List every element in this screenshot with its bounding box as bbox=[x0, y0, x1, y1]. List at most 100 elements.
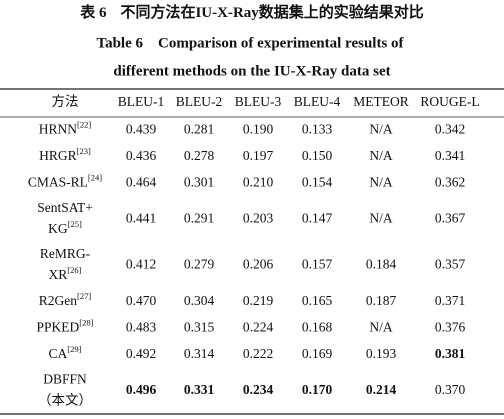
cell: 0.224 bbox=[243, 319, 274, 334]
column-header: BLEU-1 bbox=[118, 94, 165, 109]
cell: 0.412 bbox=[126, 257, 156, 272]
method-name: CA[29] bbox=[49, 344, 82, 361]
cell: 0.157 bbox=[302, 257, 333, 272]
cell: 0.222 bbox=[243, 346, 273, 361]
cell: 0.190 bbox=[243, 121, 274, 136]
cell: 0.436 bbox=[126, 148, 157, 163]
caption-zh: 表 6 不同方法在IU-X-Ray数据集上的实验结果对比 bbox=[80, 3, 424, 21]
cell: 0.184 bbox=[366, 257, 397, 272]
caption-label: 表 6 bbox=[80, 3, 107, 21]
cell: 0.357 bbox=[435, 257, 466, 272]
method-name: DBFFN bbox=[43, 372, 87, 387]
cell: 0.133 bbox=[302, 121, 333, 136]
method-name: HRGR[23] bbox=[39, 146, 91, 163]
reference: [24] bbox=[88, 172, 102, 182]
cell: N/A bbox=[369, 174, 393, 189]
cell: N/A bbox=[369, 148, 393, 163]
cell: N/A bbox=[369, 211, 393, 226]
cell: 0.496 bbox=[126, 382, 157, 397]
column-header: ROUGE-L bbox=[420, 94, 479, 109]
cell: 0.168 bbox=[302, 319, 333, 334]
cell: 0.279 bbox=[184, 257, 215, 272]
reference: [28] bbox=[79, 317, 93, 327]
cell: 0.210 bbox=[243, 174, 274, 189]
cell: 0.291 bbox=[184, 211, 214, 226]
cell: 0.371 bbox=[435, 293, 465, 308]
method-label: CMAS-RL bbox=[28, 174, 88, 189]
cell: 0.169 bbox=[302, 346, 333, 361]
method-label: CA bbox=[49, 346, 68, 361]
cell: 0.234 bbox=[243, 382, 274, 397]
cell: 0.219 bbox=[243, 293, 274, 308]
cell: 0.170 bbox=[302, 382, 333, 397]
cell: 0.150 bbox=[302, 148, 333, 163]
method-label: DBFFN bbox=[43, 372, 87, 387]
method-label: R2Gen bbox=[39, 293, 77, 308]
method-label: HRGR bbox=[39, 148, 77, 163]
caption-title: 不同方法在IU-X-Ray数据集上的实验结果对比 bbox=[120, 3, 423, 21]
reference: [29] bbox=[67, 344, 81, 354]
cell: 0.214 bbox=[366, 382, 397, 397]
cell: 0.193 bbox=[366, 346, 397, 361]
cell: 0.381 bbox=[435, 346, 466, 361]
cell: 0.147 bbox=[302, 211, 333, 226]
cell: 0.441 bbox=[126, 211, 156, 226]
method-label: KG bbox=[48, 221, 68, 236]
method-name: PPKED[28] bbox=[37, 317, 94, 334]
reference: [26] bbox=[67, 265, 81, 275]
cell: 0.315 bbox=[184, 319, 215, 334]
method-label: SentSAT+ bbox=[37, 200, 93, 215]
cell: 0.187 bbox=[366, 293, 397, 308]
caption-en: different methods on the IU-X-Ray data s… bbox=[113, 63, 390, 79]
column-header: BLEU-4 bbox=[294, 94, 341, 109]
column-header: 方法 bbox=[52, 94, 79, 109]
column-header: METEOR bbox=[353, 94, 409, 109]
cell: 0.154 bbox=[302, 174, 333, 189]
column-header: BLEU-3 bbox=[235, 94, 282, 109]
cell: 0.165 bbox=[302, 293, 333, 308]
reference: [22] bbox=[77, 119, 91, 129]
caption-en: Table 6 Comparison of experimental resul… bbox=[96, 35, 404, 51]
cell: N/A bbox=[369, 121, 393, 136]
cell: 0.464 bbox=[126, 174, 157, 189]
cell: 0.370 bbox=[435, 382, 466, 397]
column-header: BLEU-2 bbox=[176, 94, 223, 109]
reference: [27] bbox=[77, 291, 91, 301]
cell: 0.281 bbox=[184, 121, 214, 136]
cell: 0.342 bbox=[435, 121, 465, 136]
method-name: CMAS-RL[24] bbox=[28, 172, 102, 189]
reference: [23] bbox=[77, 146, 91, 156]
cell: 0.492 bbox=[126, 346, 156, 361]
cell: 0.203 bbox=[243, 211, 274, 226]
cell: N/A bbox=[369, 319, 393, 334]
method-name: HRNN[22] bbox=[39, 119, 92, 136]
cell: 0.301 bbox=[184, 174, 214, 189]
method-label: HRNN bbox=[39, 121, 78, 136]
cell: 0.197 bbox=[243, 148, 274, 163]
method-name: ReMRG- bbox=[40, 246, 91, 261]
cell: 0.314 bbox=[184, 346, 215, 361]
cell: 0.304 bbox=[184, 293, 215, 308]
method-label: XR bbox=[49, 267, 68, 282]
cell: 0.470 bbox=[126, 293, 157, 308]
cell: 0.376 bbox=[435, 319, 466, 334]
cell: 0.367 bbox=[435, 211, 466, 226]
method-name: XR[26] bbox=[49, 265, 82, 282]
method-name: SentSAT+ bbox=[37, 200, 93, 215]
cell: 0.483 bbox=[126, 319, 157, 334]
cell: 0.331 bbox=[184, 382, 215, 397]
cell: 0.206 bbox=[243, 257, 274, 272]
method-name: KG[25] bbox=[48, 219, 82, 236]
method-label: PPKED bbox=[37, 319, 80, 334]
cell: 0.362 bbox=[435, 174, 465, 189]
reference: [25] bbox=[68, 219, 82, 229]
cell: 0.439 bbox=[126, 121, 157, 136]
method-name: （本文） bbox=[38, 393, 92, 408]
method-label: ReMRG- bbox=[40, 246, 91, 261]
cell: 0.278 bbox=[184, 148, 215, 163]
cell: 0.341 bbox=[435, 148, 465, 163]
method-label: （本文） bbox=[38, 393, 92, 408]
method-name: R2Gen[27] bbox=[39, 291, 92, 308]
